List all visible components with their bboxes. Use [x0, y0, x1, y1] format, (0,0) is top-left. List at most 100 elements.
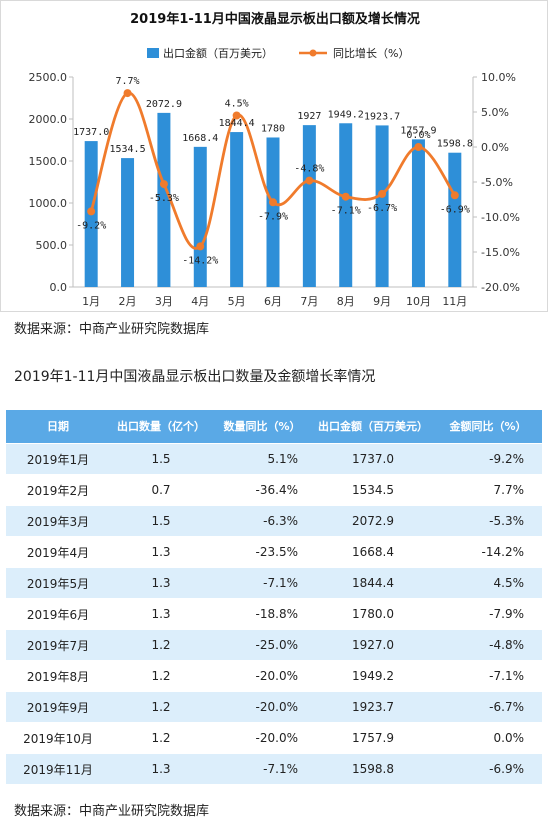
- cell-date: 2019年3月: [6, 505, 110, 537]
- cell-export-value: 1927.0: [312, 629, 434, 661]
- bar: [375, 125, 389, 287]
- cell-value-yoy: -14.2%: [434, 536, 542, 568]
- cell-date: 2019年10月: [6, 722, 110, 754]
- cell-value-yoy: -7.1%: [434, 660, 542, 692]
- cell-export-value: 1757.9: [312, 722, 434, 754]
- cell-quantity-yoy: -25.0%: [212, 629, 312, 661]
- growth-point: [378, 189, 387, 198]
- cell-value-yoy: 7.7%: [434, 474, 542, 506]
- line-value-label: 0.0%: [406, 130, 430, 141]
- bar: [157, 112, 171, 287]
- cell-quantity-yoy: -23.5%: [212, 536, 312, 568]
- cell-export-quantity: 1.3: [110, 536, 212, 568]
- table-row: 2019年1月 1.5 5.1% 1737.0 -9.2%: [6, 443, 542, 475]
- cell-value-yoy: -4.8%: [434, 629, 542, 661]
- x-tick-label: 3月: [155, 295, 173, 308]
- bar: [193, 146, 207, 287]
- data-table: 日期 出口数量（亿个） 数量同比（%） 出口金额（百万美元） 金额同比（%） 2…: [6, 410, 542, 784]
- line-value-label: -7.1%: [331, 206, 361, 217]
- x-tick-label: 6月: [264, 295, 282, 308]
- x-tick-label: 5月: [228, 295, 246, 308]
- cell-quantity-yoy: -36.4%: [212, 474, 312, 506]
- cell-quantity-yoy: -20.0%: [212, 660, 312, 692]
- legend-line-marker: [309, 49, 317, 57]
- x-tick-label: 4月: [191, 295, 209, 308]
- cell-quantity-yoy: -6.3%: [212, 505, 312, 537]
- cell-value-yoy: -6.7%: [434, 691, 542, 723]
- bar-value-label: 1927: [297, 111, 321, 122]
- x-tick-label: 1月: [82, 295, 100, 308]
- cell-export-quantity: 1.2: [110, 629, 212, 661]
- cell-export-quantity: 1.2: [110, 660, 212, 692]
- line-value-label: -4.8%: [294, 164, 324, 175]
- growth-point: [414, 143, 423, 151]
- bar-value-label: 1780: [261, 123, 285, 134]
- cell-value-yoy: 4.5%: [434, 567, 542, 599]
- legend-bar-label: 出口金额（百万美元）: [163, 46, 273, 60]
- line-value-label: 4.5%: [225, 99, 249, 110]
- cell-value-yoy: 0.0%: [434, 722, 542, 754]
- table-row: 2019年2月 0.7 -36.4% 1534.5 7.7%: [6, 474, 542, 506]
- growth-point: [341, 192, 350, 201]
- y-right-tick-label: -5.0%: [481, 176, 513, 189]
- y-left-tick-label: 500.0: [36, 239, 68, 252]
- y-right-tick-label: -20.0%: [481, 281, 520, 294]
- chart-title: 2019年1-11月中国液晶显示板出口额及增长情况: [130, 11, 420, 27]
- cell-export-value: 1534.5: [312, 474, 434, 506]
- table-row: 2019年5月 1.3 -7.1% 1844.4 4.5%: [6, 567, 542, 599]
- cell-quantity-yoy: -7.1%: [212, 753, 312, 784]
- legend-bar-swatch: [147, 48, 159, 58]
- y-right-tick-label: 0.0%: [481, 141, 509, 154]
- header-value-yoy: 金额同比（%）: [434, 410, 542, 444]
- line-value-label: -6.7%: [367, 203, 397, 214]
- table-row: 2019年9月 1.2 -20.0% 1923.7 -6.7%: [6, 691, 542, 723]
- cell-quantity-yoy: -20.0%: [212, 722, 312, 754]
- cell-quantity-yoy: -20.0%: [212, 691, 312, 723]
- growth-point: [269, 198, 277, 207]
- header-date: 日期: [6, 410, 110, 444]
- growth-point: [305, 176, 314, 185]
- line-value-label: 7.7%: [115, 76, 139, 87]
- line-value-label: -7.9%: [258, 211, 288, 222]
- cell-export-value: 1737.0: [312, 443, 434, 475]
- cell-value-yoy: -5.3%: [434, 505, 542, 537]
- growth-point: [87, 207, 96, 216]
- cell-quantity-yoy: -18.8%: [212, 598, 312, 630]
- growth-point: [123, 89, 132, 98]
- bar: [448, 152, 462, 287]
- x-tick-label: 9月: [373, 295, 391, 308]
- bar: [121, 158, 135, 287]
- growth-line: [89, 91, 456, 250]
- cell-value-yoy: -7.9%: [434, 598, 542, 630]
- line-value-label: -14.2%: [182, 255, 218, 266]
- cell-quantity-yoy: -7.1%: [212, 567, 312, 599]
- table-row: 2019年3月 1.5 -6.3% 2072.9 -5.3%: [6, 505, 542, 537]
- growth-point: [159, 180, 168, 189]
- table-row: 2019年7月 1.2 -25.0% 1927.0 -4.8%: [6, 629, 542, 661]
- line-value-label: -9.2%: [76, 220, 106, 231]
- y-right-tick-label: -15.0%: [481, 246, 520, 259]
- bar: [411, 139, 425, 287]
- y-left-tick-label: 1500.0: [29, 155, 68, 168]
- cell-export-quantity: 1.3: [110, 567, 212, 599]
- bar-value-label: 2072.9: [146, 99, 182, 110]
- bar: [266, 137, 280, 287]
- cell-value-yoy: -9.2%: [434, 443, 542, 475]
- line-value-label: -5.3%: [149, 193, 179, 204]
- bar: [339, 123, 353, 287]
- cell-export-value: 1598.8: [312, 753, 434, 784]
- cell-export-value: 1949.2: [312, 660, 434, 692]
- table-row: 2019年8月 1.2 -20.0% 1949.2 -7.1%: [6, 660, 542, 692]
- bar-value-label: 1668.4: [182, 133, 218, 144]
- growth-point: [196, 242, 205, 251]
- bar-value-label: 1949.2: [328, 109, 364, 120]
- cell-date: 2019年9月: [6, 691, 110, 723]
- cell-export-value: 1668.4: [312, 536, 434, 568]
- y-right-tick-label: -10.0%: [481, 211, 520, 224]
- table-row: 2019年10月 1.2 -20.0% 1757.9 0.0%: [6, 722, 542, 754]
- table-row: 2019年4月 1.3 -23.5% 1668.4 -14.2%: [6, 536, 542, 568]
- cell-date: 2019年1月: [6, 443, 110, 475]
- y-left-tick-label: 2500.0: [29, 71, 68, 84]
- cell-export-quantity: 1.5: [110, 443, 212, 475]
- line-value-label: -6.9%: [440, 204, 470, 215]
